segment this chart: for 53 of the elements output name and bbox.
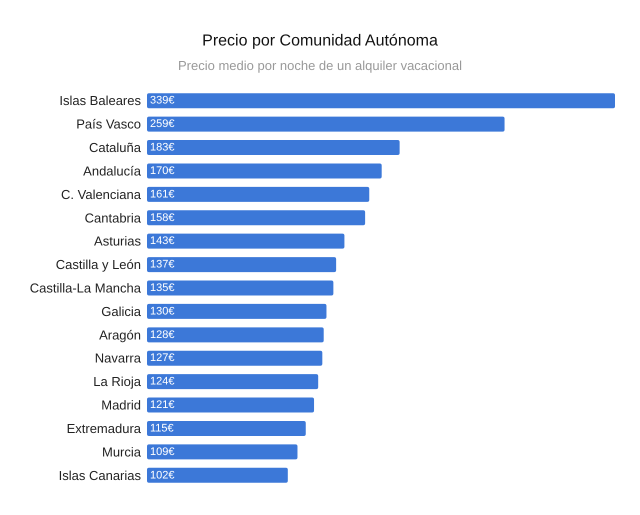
y-tick-label: Castilla y León xyxy=(56,257,141,272)
chart-subtitle: Precio medio por noche de un alquiler vacacional xyxy=(178,58,462,73)
y-tick-label: Extremadura xyxy=(66,420,142,436)
data-label: 158€ xyxy=(150,212,174,224)
data-label: 130€ xyxy=(150,305,174,318)
y-tick-label: C. Valenciana xyxy=(61,186,142,202)
y-tick-label: Castilla-La Mancha xyxy=(30,280,142,296)
y-tick-label: Andalucía xyxy=(83,163,142,178)
bar xyxy=(147,257,336,272)
bar xyxy=(147,234,344,249)
bar xyxy=(147,116,505,132)
y-tick-label: País Vasco xyxy=(76,116,141,132)
data-label: 135€ xyxy=(150,282,174,294)
y-tick-label: Islas Baleares xyxy=(59,93,142,108)
bar xyxy=(147,93,615,108)
y-tick-label: Murcia xyxy=(102,444,142,460)
bar xyxy=(147,374,318,390)
y-tick-label: Madrid xyxy=(101,398,141,413)
y-tick-label: Cataluña xyxy=(88,140,142,156)
data-label: 127€ xyxy=(150,352,174,364)
bar xyxy=(147,327,324,342)
y-tick-label: Cantabria xyxy=(84,210,142,226)
data-label: 109€ xyxy=(150,446,174,458)
bar xyxy=(147,280,334,296)
data-label: 102€ xyxy=(150,469,174,482)
data-label: 339€ xyxy=(150,94,174,107)
y-tick-label: Navarra xyxy=(94,350,142,366)
data-label: 121€ xyxy=(150,399,174,412)
data-label: 124€ xyxy=(150,376,174,388)
chart-title: Precio por Comunidad Autónoma xyxy=(202,32,438,50)
y-tick-label: Asturias xyxy=(94,234,142,249)
bar xyxy=(147,163,382,178)
bar xyxy=(147,140,400,156)
data-label: 161€ xyxy=(150,188,174,200)
y-tick-label: Aragón xyxy=(99,327,141,342)
y-tick-label: La Rioja xyxy=(93,374,142,390)
data-label: 183€ xyxy=(150,142,174,154)
bar xyxy=(147,304,326,319)
data-label: 259€ xyxy=(150,118,174,130)
data-label: 137€ xyxy=(150,258,174,271)
bar xyxy=(147,350,322,366)
data-label: 115€ xyxy=(150,422,174,434)
y-tick-label: Islas Canarias xyxy=(58,468,142,483)
y-tick-label: Galicia xyxy=(101,304,142,319)
data-label: 143€ xyxy=(150,235,174,248)
bar xyxy=(147,210,366,226)
data-label: 170€ xyxy=(150,164,174,177)
bar xyxy=(147,444,298,460)
bar xyxy=(147,398,314,413)
bar xyxy=(147,420,306,436)
bar xyxy=(147,468,288,483)
bar xyxy=(147,186,370,202)
data-label: 128€ xyxy=(150,328,174,341)
